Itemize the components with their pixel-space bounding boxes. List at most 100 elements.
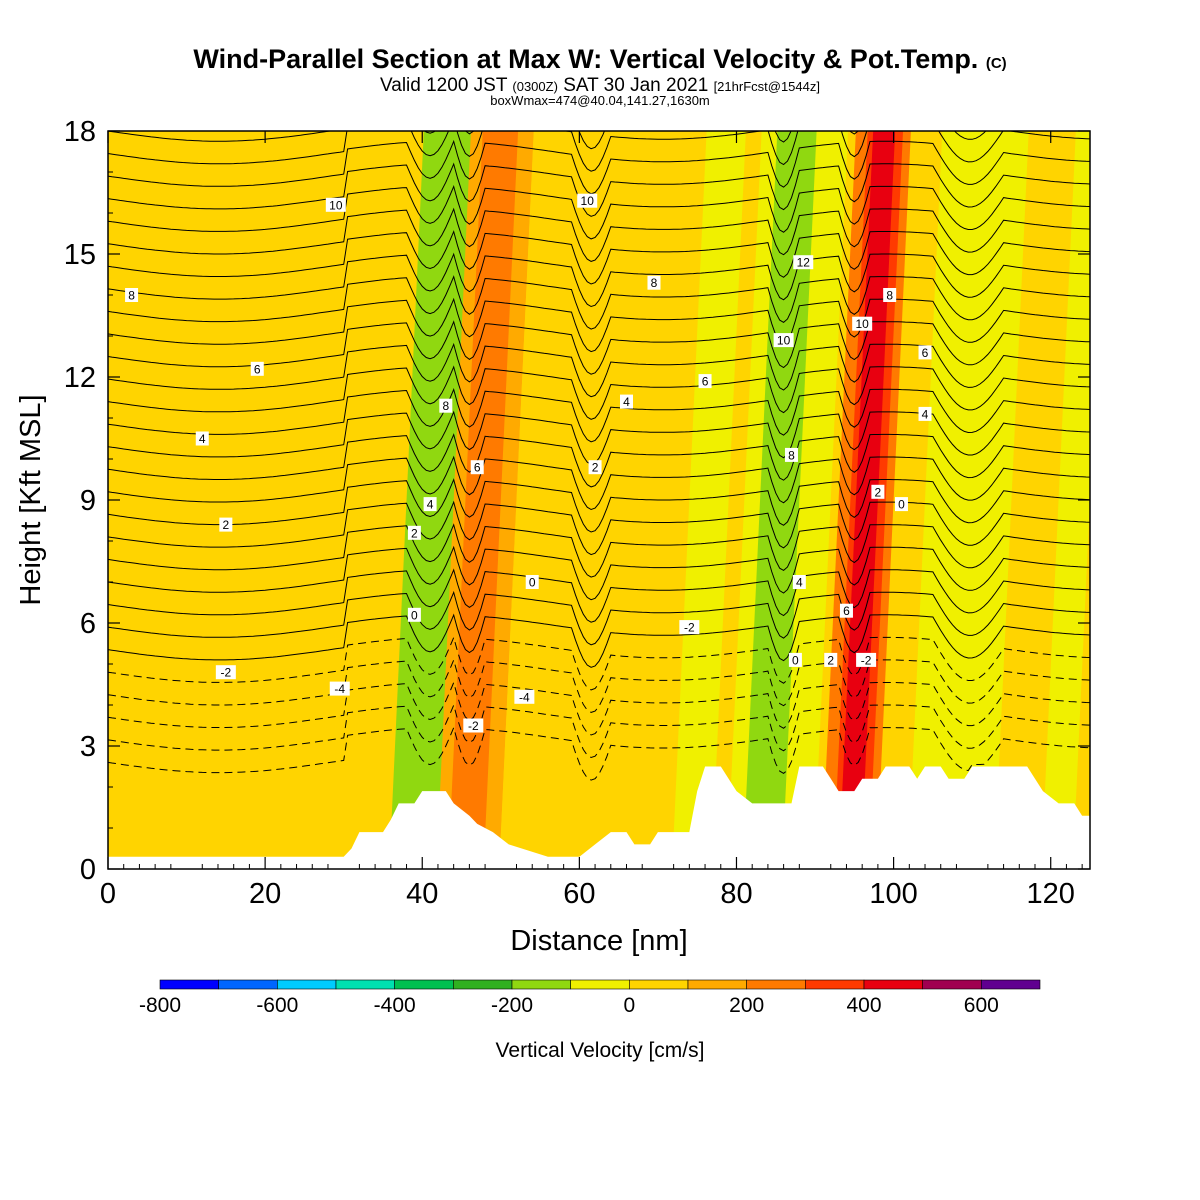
velocity-band <box>448 131 519 869</box>
colorbar-swatch <box>863 979 923 990</box>
x-tick-label: 80 <box>720 878 752 910</box>
y-tick-label: 9 <box>80 485 96 517</box>
contour-label: 4 <box>427 498 434 512</box>
contour-label-bg <box>577 193 598 208</box>
theta-isoline <box>108 387 1090 443</box>
theta-isoline <box>108 230 1090 285</box>
contour-label: 8 <box>886 289 893 303</box>
contour-label: -2 <box>221 666 232 680</box>
velocity-band <box>499 131 715 869</box>
contour-label-bg <box>824 652 838 667</box>
colorbar-swatch <box>746 979 806 990</box>
contour-label-bg <box>250 361 264 376</box>
terrain-mask <box>108 766 1090 869</box>
contour-label-bg <box>788 652 802 667</box>
theta-isoline <box>108 184 1090 240</box>
x-tick-label: 0 <box>100 878 116 910</box>
contour-label: 12 <box>797 256 811 270</box>
contour-label: 0 <box>898 498 905 512</box>
velocity-band <box>838 131 896 869</box>
y-tick-label: 6 <box>80 608 96 640</box>
contour-label: 10 <box>329 198 343 212</box>
chart-title-text: Wind-Parallel Section at Max W: Vertical… <box>193 44 979 74</box>
colorbar: -800 -600 -400 -200 0 200 400 600 Vertical Veloc… <box>139 979 1041 1062</box>
terrain-layer <box>108 766 1090 869</box>
contour-label: -4 <box>519 690 530 704</box>
contour-label: 4 <box>796 576 803 590</box>
contour-label-bg <box>679 620 700 635</box>
theta-isoline <box>108 365 1090 420</box>
contour-label-bg <box>439 398 453 413</box>
theta-isoline <box>108 74 1090 127</box>
colorbar-tick-label: 200 <box>729 994 764 1017</box>
contour-label: 4 <box>623 395 630 409</box>
colorbar-swatch <box>805 979 865 990</box>
contour-label-bg <box>698 374 712 389</box>
theta-isoline <box>108 320 1090 375</box>
contour-label: 4 <box>922 407 929 421</box>
colorbar-swatch <box>570 979 630 990</box>
contour-label: 6 <box>254 362 261 376</box>
contour-label: 2 <box>592 461 599 475</box>
theta-isoline <box>108 433 1090 488</box>
colorbar-swatch <box>218 979 278 990</box>
contour-label-bg <box>470 460 484 475</box>
contour-label-bg <box>918 345 932 360</box>
y-tick-label: 3 <box>80 731 96 763</box>
contour-label-bg <box>792 575 806 589</box>
contour-label: 8 <box>788 448 795 462</box>
contour-label: 0 <box>411 608 418 622</box>
contour-label-bg <box>125 288 139 302</box>
colorbar-label: Vertical Velocity [cm/s] <box>496 1039 705 1062</box>
velocity-band <box>1041 131 1090 869</box>
colorbar-tick-label: 400 <box>846 994 881 1017</box>
theta-isoline <box>108 681 1090 736</box>
theta-isoline <box>108 658 1090 713</box>
colorbar-swatch <box>453 979 513 990</box>
contour-label-bg <box>215 665 236 680</box>
contour-label: 2 <box>222 518 229 532</box>
x-tick-label: 100 <box>869 878 917 910</box>
velocity-fill-layer <box>108 131 1090 869</box>
y-axis-label: Height [Kft MSL] <box>15 394 47 605</box>
theta-isoline <box>108 523 1090 578</box>
theta-isoline <box>108 703 1090 759</box>
x-axis-label: Distance [nm] <box>510 925 687 957</box>
contour-label-bg <box>852 316 873 331</box>
contour-label-bg <box>883 288 897 302</box>
colorbar-swatch <box>687 979 747 990</box>
theta-isoline <box>108 139 1090 195</box>
contour-label: 0 <box>529 576 536 590</box>
theta-isoline <box>108 478 1090 533</box>
theta-isoline <box>108 275 1090 330</box>
y-tick-label: 18 <box>64 116 96 148</box>
theta-isoline <box>108 297 1090 353</box>
theta-isoline <box>108 51 1090 104</box>
contour-label-bg <box>407 525 421 540</box>
colorbar-swatch <box>922 979 982 990</box>
colorbar-tick-label: -400 <box>374 994 416 1017</box>
contour-label-bg <box>463 718 484 733</box>
contour-label: 6 <box>843 604 850 618</box>
theta-contour-layer <box>108 51 1090 781</box>
contour-label: 2 <box>875 485 882 499</box>
colorbar-swatch <box>394 979 454 990</box>
valid-time-line: Valid 1200 JST (0300Z) SAT 30 Jan 2021 [… <box>0 75 1200 97</box>
contour-label-bg <box>588 460 602 475</box>
contour-label-bg <box>793 255 814 270</box>
theta-isoline <box>108 568 1090 623</box>
theta-isoline <box>108 635 1090 691</box>
contour-label-bg <box>784 447 798 462</box>
contour-label-bg <box>195 431 209 446</box>
colorbar-tick-label: -200 <box>491 994 533 1017</box>
valid-prefix: Valid 1200 JST <box>380 75 508 96</box>
contour-label-bg <box>423 497 437 512</box>
contour-label: 4 <box>199 432 206 446</box>
theta-isoline <box>108 131 987 150</box>
contour-label: 6 <box>702 375 709 389</box>
chart-title-tag: (C) <box>985 55 1007 72</box>
contour-label: 10 <box>777 334 791 348</box>
contour-label-bg <box>871 484 885 499</box>
contour-label: -2 <box>468 719 479 733</box>
